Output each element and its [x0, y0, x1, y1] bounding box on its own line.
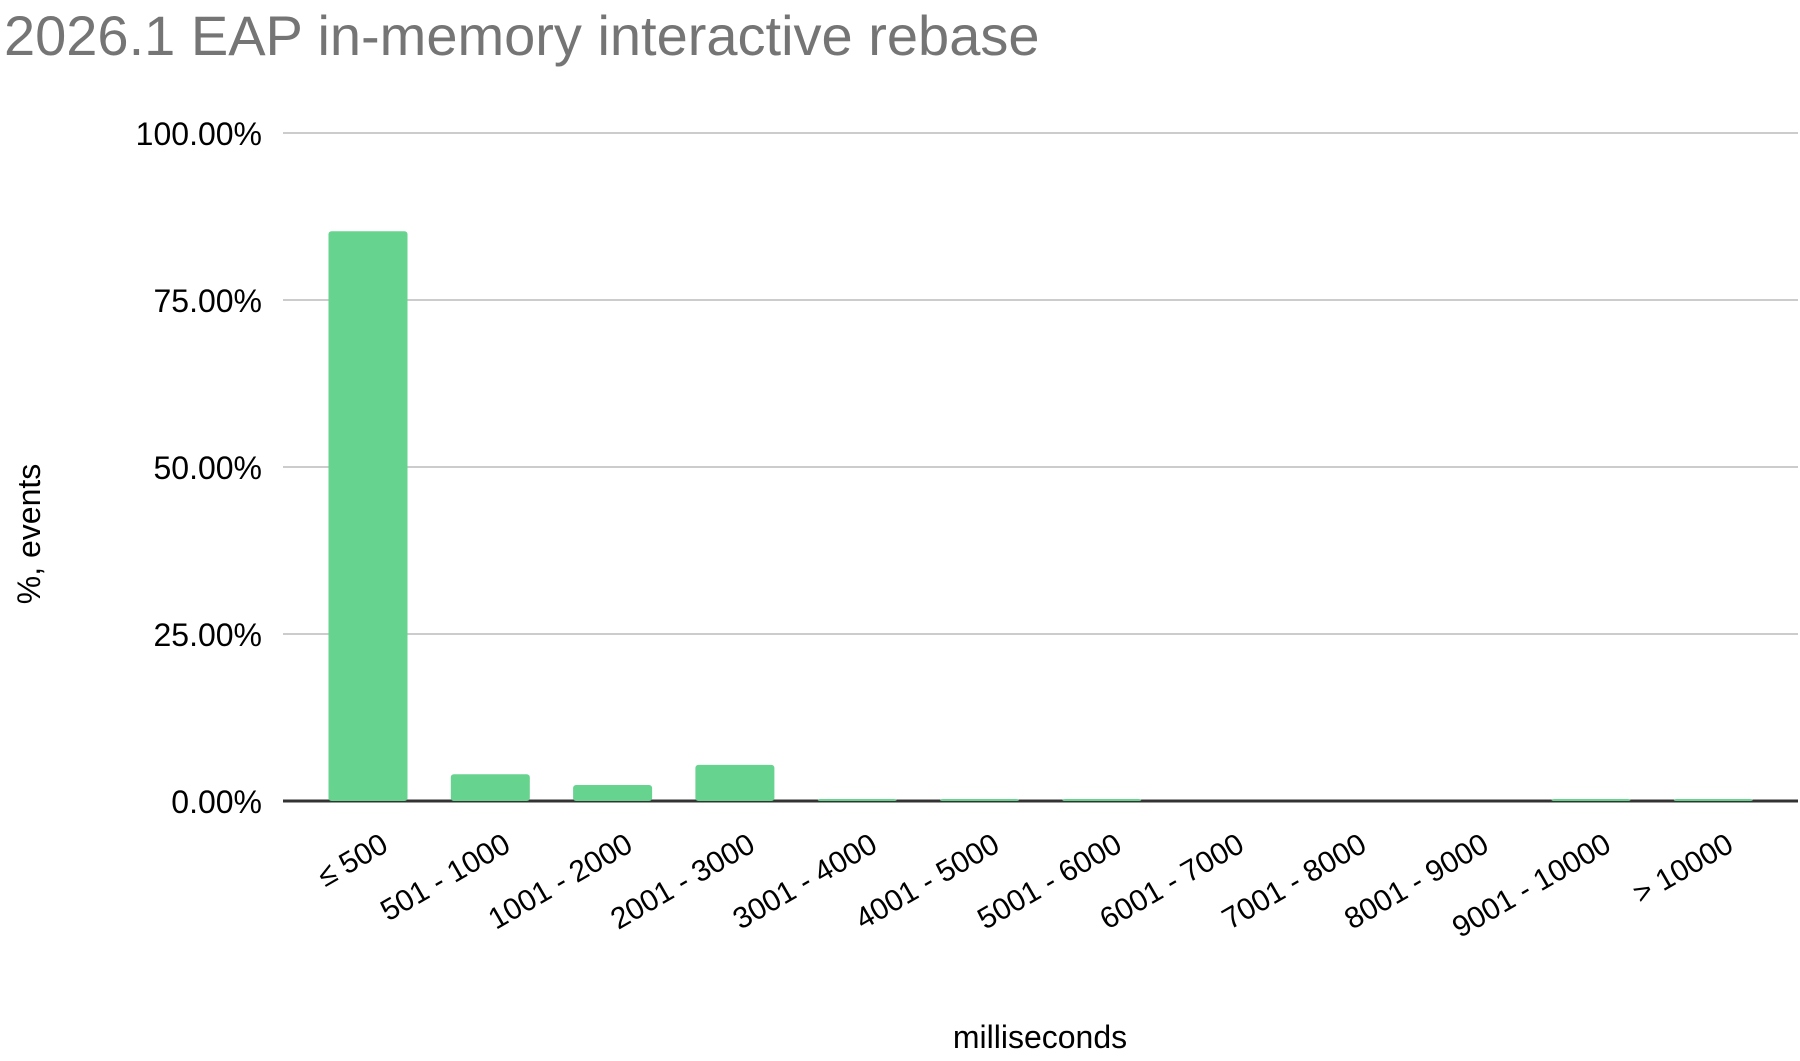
y-tick-label: 50.00% — [153, 450, 262, 486]
bar — [1062, 799, 1142, 801]
x-tick-label: > 10000 — [1628, 827, 1739, 910]
x-axis-label: milliseconds — [953, 1019, 1127, 1055]
y-tick-label: 75.00% — [153, 283, 262, 319]
bar — [450, 774, 530, 801]
y-tick-label: 100.00% — [136, 116, 262, 152]
x-tick-label: ≤ 500 — [312, 827, 393, 893]
bar — [328, 231, 408, 802]
bar — [573, 784, 653, 801]
bar — [695, 764, 775, 801]
chart-title: 2026.1 EAP in-memory interactive rebase — [4, 4, 1039, 67]
y-tick-label: 25.00% — [153, 617, 262, 653]
y-axis-label: %, events — [11, 464, 47, 605]
bar — [1673, 799, 1753, 801]
y-tick-label: 0.00% — [171, 784, 262, 820]
bar — [817, 799, 897, 801]
bar — [1551, 799, 1631, 801]
bar — [940, 799, 1019, 801]
